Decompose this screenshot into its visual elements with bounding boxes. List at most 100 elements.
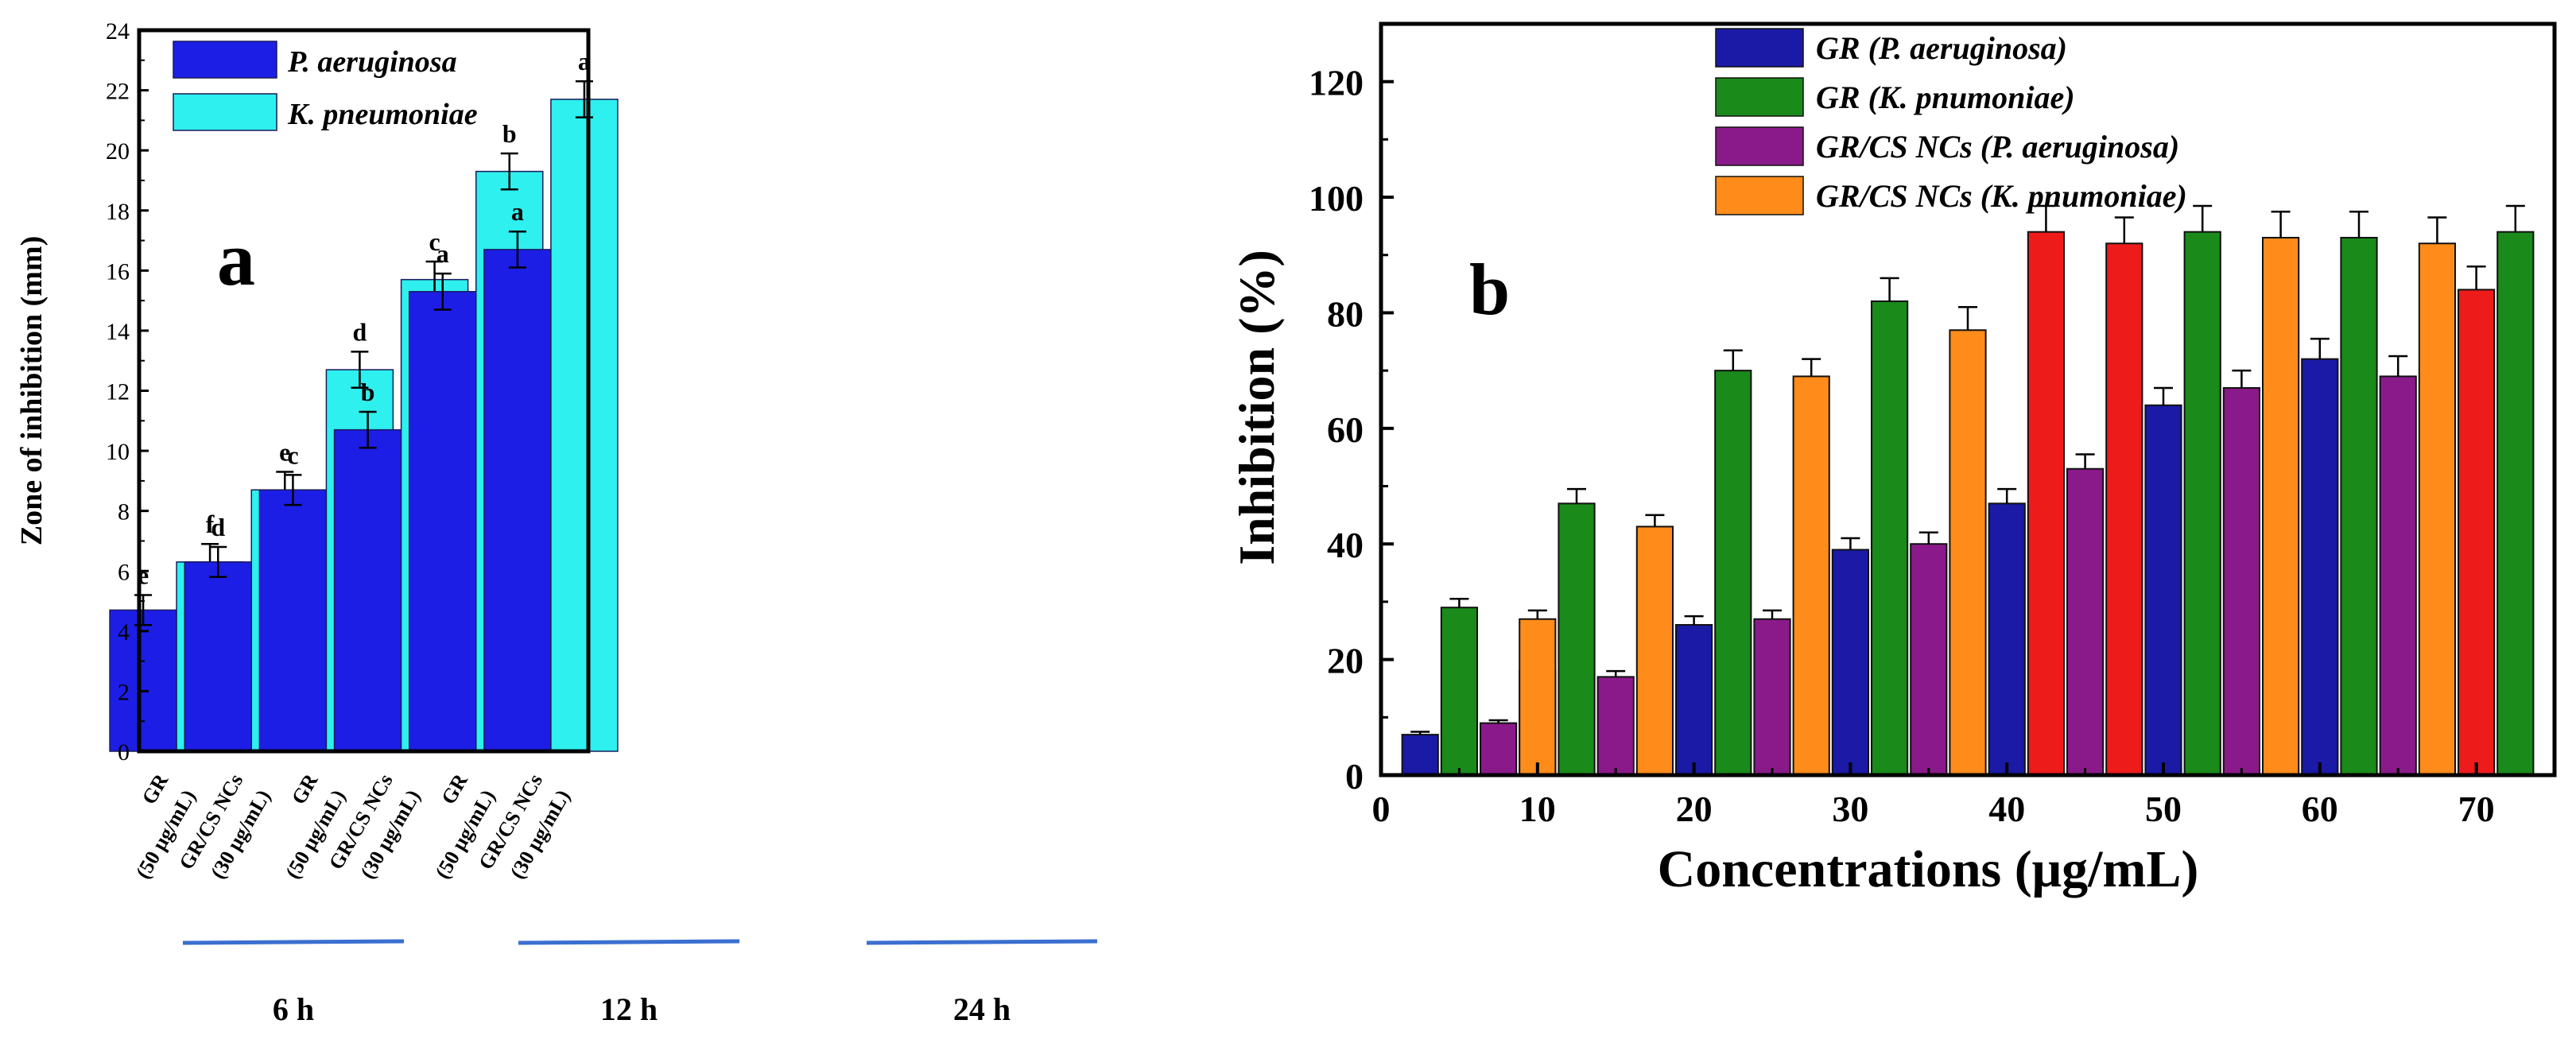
panel-b-x-tick-label: 10: [1519, 789, 1556, 829]
panel-a-time-group-label: 12 h: [600, 991, 658, 1027]
panel-b-y-tick-label: 0: [1345, 756, 1364, 797]
panel-a-bar: [333, 428, 402, 752]
panel-a-x-tick-label: GR/CS NCs(30 μg/mL): [175, 770, 276, 883]
panel-a-x-axis: GR(50 μg/mL)GR/CS NCs(30 μg/mL) GR(50 μg/…: [131, 770, 575, 883]
panel-a-significance-letter: c: [429, 227, 440, 256]
panel-b-x-axis: 0 10 20 30 40 50 60 70: [1372, 762, 2495, 829]
panel-b-x-tick-label: 70: [2458, 789, 2495, 829]
panel-b-bar: [1910, 543, 1948, 776]
panel-a-bar: [550, 99, 619, 752]
panel-a-legend-swatch: [173, 93, 277, 131]
panel-a-significance-letter: c: [287, 440, 298, 469]
panel-a-y-tick-label: 4: [118, 619, 130, 646]
panel-b-x-axis-label: Concentrations (μg/mL): [1658, 840, 2199, 898]
panel-b-bar: [1635, 525, 1674, 777]
panel-b-bar: [1871, 300, 1909, 776]
panel-b-bar: [1988, 502, 2026, 776]
panel-a-time-group-line: [182, 939, 405, 945]
panel-b-legend: GR (P. aeruginosa) GR (K. pnumoniae) GR/CS…: [1715, 28, 2187, 215]
panel-b-legend-swatch: [1715, 28, 1804, 68]
panel-a-significance-letter: a: [436, 239, 449, 268]
panel-b-bar: [2105, 242, 2143, 776]
panel-b-legend-swatch: [1715, 77, 1804, 117]
panel-a-time-group-line: [866, 939, 1098, 945]
panel-b-legend-label: GR (K. pnumoniae): [1816, 79, 2075, 115]
panel-b-legend-label: GR/CS NCs (P. aeruginosa): [1816, 129, 2179, 165]
panel-b-y-tick-label: 20: [1327, 641, 1364, 681]
panel-b-y-tick-label: 100: [1309, 178, 1364, 219]
panel-a-y-tick-label: 18: [106, 199, 130, 225]
panel-b-legend-label: GR/CS NCs (K. pnumoniae): [1816, 178, 2187, 214]
panel-b-y-axis-label: Inhibition (%): [1228, 250, 1285, 565]
panel-a-time-group-line: [518, 939, 740, 945]
panel-b-bar: [1792, 375, 1830, 776]
panel-b-y-tick-label: 40: [1327, 525, 1364, 565]
panel-a-y-tick-label: 24: [106, 18, 130, 45]
panel-b-y-tick-label: 120: [1309, 63, 1364, 103]
panel-b-bar: [2027, 231, 2066, 776]
panel-b-y-tick-label: 60: [1327, 409, 1364, 450]
panel-a-significance-letter: e: [279, 438, 290, 467]
panel-a-x-tick-line: GR: [436, 770, 472, 808]
panel-a-x-tick-line: GR: [138, 770, 173, 808]
panel-b-legend-swatch: [1715, 126, 1804, 166]
panel-a-significance-letter: f: [206, 510, 215, 538]
panel-a-x-tick-label: GR/CS NCs(30 μg/mL): [474, 770, 575, 883]
panel-a-y-tick-label: 2: [118, 679, 130, 705]
panel-b-bar: [1401, 734, 1439, 776]
panel-a-y-tick-label: 12: [106, 379, 130, 405]
panel-b-bar: [2066, 467, 2105, 776]
panel-b-bar: [2379, 375, 2417, 776]
panel-a-y-tick-label: 16: [106, 258, 130, 285]
panel-b-bar: [1558, 502, 1596, 776]
panel-b-bar: [2418, 242, 2457, 776]
panel-b-y-axis: 0 20 40 60 80 100 120: [1309, 63, 1394, 797]
panel-b-bar: [2496, 231, 2535, 776]
panel-b-x-tick-label: 30: [1832, 789, 1868, 829]
panel-b-frame: [1379, 21, 2557, 777]
panel-a-y-tick-label: 14: [106, 319, 130, 345]
panel-b-bar: [2301, 358, 2339, 777]
panel-a-bar: [409, 291, 477, 752]
panel-b-x-tick-label: 60: [2302, 789, 2338, 829]
panel-b-x-tick-label: 20: [1676, 789, 1713, 829]
panel-a-y-tick-label: 6: [118, 559, 130, 585]
panel-b-bar: [2222, 386, 2261, 776]
panel-b-x-tick-label: 0: [1372, 789, 1391, 829]
panel-b-legend-label: GR (P. aeruginosa): [1816, 30, 2067, 66]
panel-a-significance-letter: b: [361, 378, 375, 406]
panel-a-y-tick-label: 20: [106, 138, 130, 165]
panel-b-label: b: [1469, 249, 1510, 330]
panel-b-bar: [2458, 289, 2496, 776]
panel-a-y-tick-label: 10: [106, 439, 130, 465]
panel-a-legend: P. aeruginosa K. pneumoniae: [173, 41, 478, 131]
panel-a-y-tick-label: 0: [118, 739, 130, 766]
panel-b-bar: [1596, 676, 1635, 777]
panel-b-bar: [2262, 236, 2300, 776]
panel-b-y-tick-label: 80: [1327, 293, 1364, 334]
panel-a-legend-label: P. aeruginosa: [287, 45, 457, 79]
panel-b-bar: [1519, 618, 1557, 776]
panel-a-x-tick-line: GR: [287, 770, 323, 808]
panel-b-bar: [2183, 231, 2221, 776]
panel-a-significance-letter: d: [353, 317, 367, 346]
panel-a-bar: [483, 249, 552, 752]
panel-a-bar: [109, 609, 177, 752]
panel-a-x-tick-label: GR/CS NCs(30 μg/mL): [324, 770, 425, 883]
panel-b-bar: [2144, 404, 2182, 776]
panel-a-time-group-label: 6 h: [273, 991, 314, 1027]
panel-a-significance-letter: a: [511, 197, 524, 226]
panel-a-y-axis-label: Zone of inhibition (mm): [15, 236, 48, 546]
panel-b-bar: [1480, 722, 1518, 776]
panel-b-bar: [1949, 329, 1987, 776]
panel-a-y-tick-label: 8: [118, 499, 130, 525]
panel-b-bar: [1831, 549, 1870, 776]
panel-b-legend-swatch: [1715, 176, 1804, 215]
panel-a-bar: [184, 561, 252, 752]
panel-a-time-group-label: 24 h: [953, 991, 1011, 1027]
panel-b-bar: [1440, 607, 1479, 777]
